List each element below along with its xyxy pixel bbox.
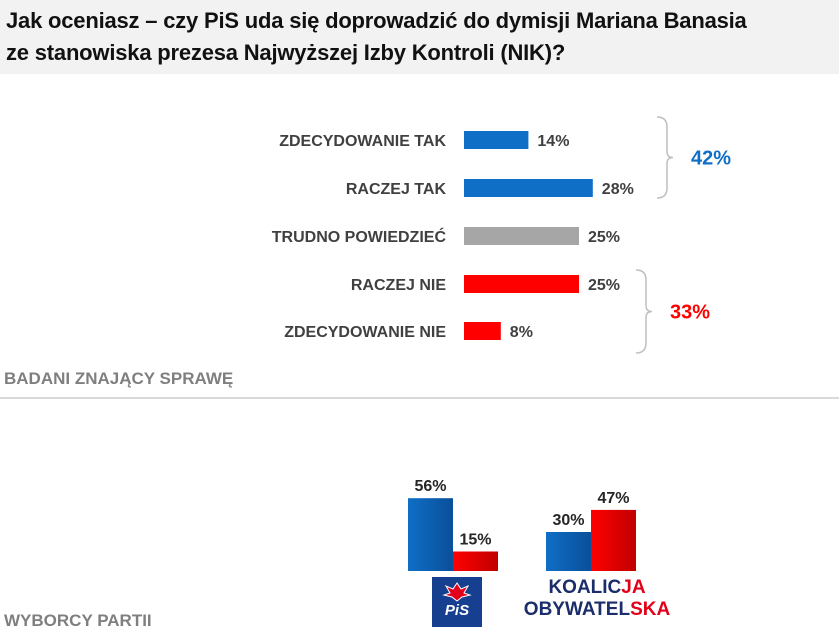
category-label-zdecydowanie-tak: ZDECYDOWANIE TAK bbox=[279, 133, 446, 150]
ko-logo-text-2a: OBYWATEL bbox=[523, 599, 631, 620]
pis-logo-text: PiS bbox=[444, 602, 470, 619]
value-label-ko-series-2: 47% bbox=[597, 490, 629, 507]
value-label-trudno-powiedzie-: 25% bbox=[588, 229, 620, 246]
chart-title-line-2: ze stanowiska prezesa Najwyższej Izby Ko… bbox=[6, 40, 566, 65]
brace-yes-total-label: 42% bbox=[691, 148, 731, 170]
eagle-icon bbox=[442, 582, 472, 602]
value-label-zdecydowanie-nie: 8% bbox=[510, 324, 533, 341]
bar-zdecydowanie-tak bbox=[464, 131, 529, 149]
section-label-party-voters: WYBORCY PARTII bbox=[4, 611, 152, 630]
party-voters-bar-chart: 56% 15% 30% 47% bbox=[408, 478, 636, 571]
bar-zdecydowanie-nie bbox=[464, 322, 501, 340]
bar-pis-series-2 bbox=[453, 551, 498, 571]
category-label-zdecydowanie-nie: ZDECYDOWANIE NIE bbox=[284, 324, 446, 341]
brace-no bbox=[635, 269, 653, 354]
category-label-raczej-tak: RACZEJ TAK bbox=[346, 181, 447, 198]
category-label-trudno-powiedzie-: TRUDNO POWIEDZIEĆ bbox=[272, 227, 447, 246]
bar-ko-series-1 bbox=[546, 532, 591, 571]
bar-raczej-tak bbox=[464, 179, 593, 197]
ko-logo-text-2b: SKA bbox=[630, 599, 671, 620]
ko-logo-text-1b: JA bbox=[621, 577, 646, 598]
bar-raczej-nie bbox=[464, 275, 579, 293]
pis-logo: PiS bbox=[432, 577, 482, 627]
koalicja-obywatelska-logo: KOALICJA OBYWATELSKA bbox=[522, 577, 672, 627]
bar-pis-series-1 bbox=[408, 498, 453, 571]
ko-logo-text-1a: KOALIC bbox=[548, 577, 622, 598]
section-divider bbox=[0, 397, 839, 399]
value-label-raczej-nie: 25% bbox=[588, 277, 620, 294]
category-label-raczej-nie: RACZEJ NIE bbox=[351, 277, 446, 294]
opinion-bar-chart: ZDECYDOWANIE TAK 14% RACZEJ TAK 28% TRUDNO P… bbox=[272, 116, 731, 354]
value-label-pis-series-1: 56% bbox=[414, 478, 446, 495]
value-label-ko-series-1: 30% bbox=[552, 512, 584, 529]
bar-trudno-powiedzie- bbox=[464, 227, 579, 245]
value-label-raczej-tak: 28% bbox=[602, 181, 634, 198]
section-label-respondents: BADANI ZNAJĄCY SPRAWĘ bbox=[4, 369, 234, 388]
brace-yes bbox=[656, 116, 674, 199]
chart-title-line-1: Jak oceniasz – czy PiS uda się doprowadz… bbox=[6, 8, 747, 33]
brace-no-total-label: 33% bbox=[670, 302, 710, 324]
title-band: Jak oceniasz – czy PiS uda się doprowadz… bbox=[0, 0, 839, 74]
value-label-pis-series-2: 15% bbox=[459, 532, 491, 549]
value-label-zdecydowanie-tak: 14% bbox=[537, 133, 569, 150]
bar-ko-series-2 bbox=[591, 509, 636, 571]
